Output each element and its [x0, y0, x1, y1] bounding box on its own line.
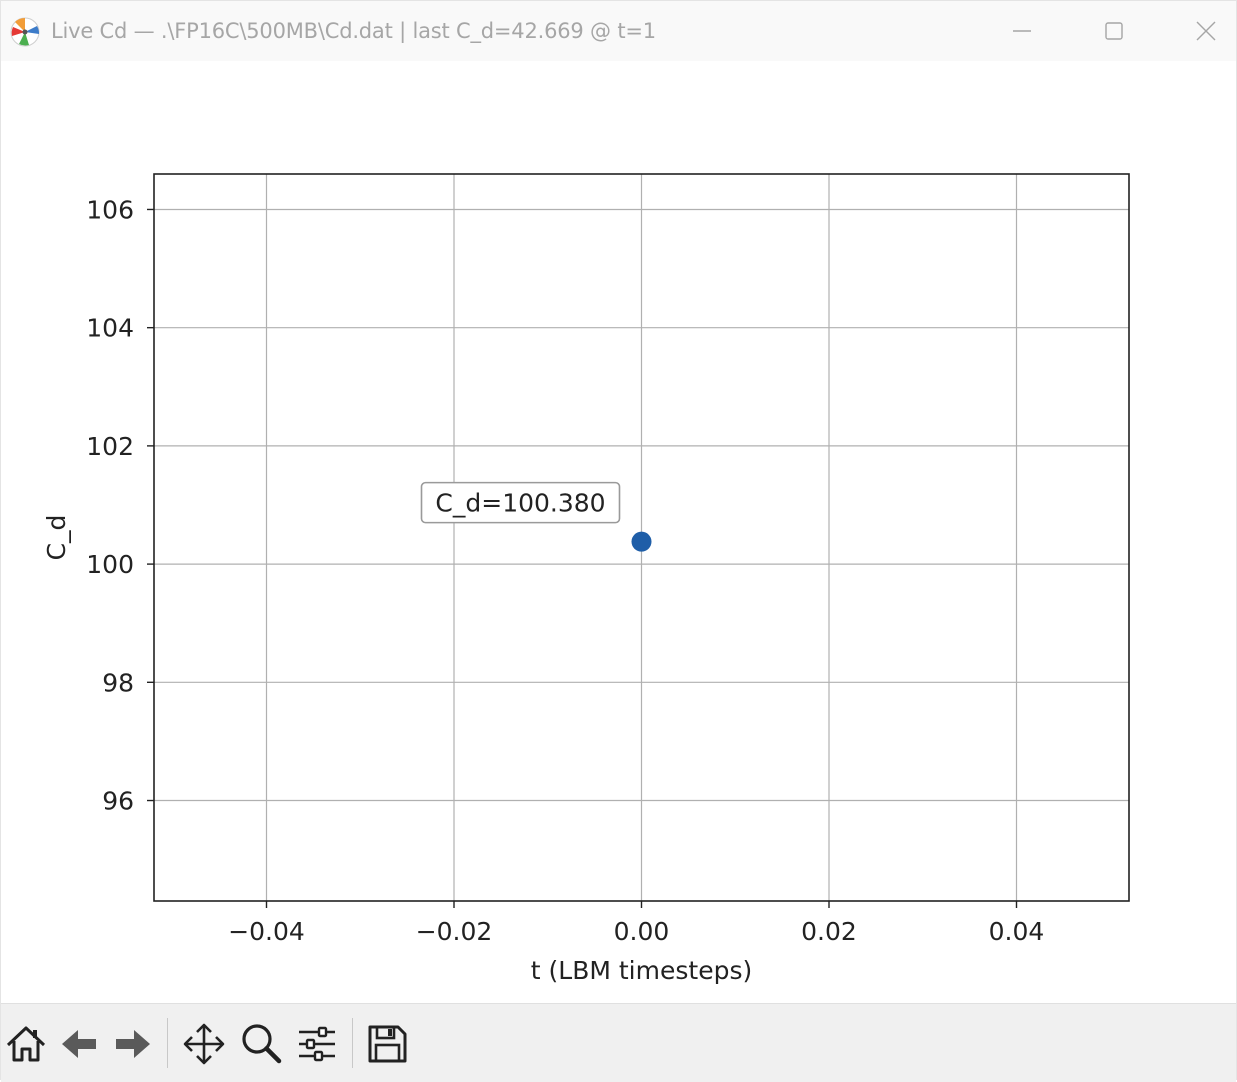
- x-tick-label: −0.04: [228, 917, 305, 946]
- data-point[interactable]: [631, 531, 652, 552]
- y-tick-label: 106: [86, 195, 134, 224]
- move-icon: [183, 1023, 225, 1065]
- close-button[interactable]: [1183, 9, 1229, 53]
- toolbar-separator: [167, 1018, 168, 1068]
- zoom-button[interactable]: [237, 1020, 285, 1068]
- y-tick-label: 102: [86, 432, 134, 461]
- arrow-right-icon: [116, 1030, 150, 1058]
- maximize-icon: [1105, 22, 1123, 40]
- configure-subplots-button[interactable]: [293, 1020, 341, 1068]
- magnifier-icon: [242, 1024, 282, 1064]
- close-icon: [1196, 21, 1216, 41]
- back-button[interactable]: [56, 1020, 104, 1068]
- save-button[interactable]: [363, 1020, 411, 1068]
- annotation-box: [420, 481, 621, 524]
- y-tick-label: 98: [102, 668, 134, 697]
- y-axis-label: C_d: [42, 515, 71, 561]
- home-icon: [6, 1026, 46, 1062]
- x-tick-label: 0.02: [801, 917, 857, 946]
- pan-button[interactable]: [180, 1020, 228, 1068]
- y-tick-label: 96: [102, 787, 134, 816]
- minimize-icon: [1013, 30, 1031, 32]
- forward-button[interactable]: [108, 1020, 156, 1068]
- sliders-icon: [299, 1026, 335, 1062]
- minimize-button[interactable]: [999, 9, 1045, 53]
- window-title: Live Cd — .\FP16C\500MB\Cd.dat | last C_…: [51, 19, 656, 43]
- y-tick-label: 100: [86, 550, 134, 579]
- arrow-left-icon: [62, 1030, 96, 1058]
- navigation-toolbar: [1, 1003, 1236, 1082]
- home-button[interactable]: [2, 1020, 50, 1068]
- annotation-label: C_d=100.380: [435, 489, 605, 518]
- x-tick-label: −0.02: [416, 917, 493, 946]
- figure-canvas[interactable]: −0.04 −0.02 0.00 0.02 0.04 96 98 100 102 104 106 t …: [1, 61, 1236, 1003]
- x-tick-label: 0.00: [614, 917, 670, 946]
- x-axis-label: t (LBM timesteps): [531, 956, 752, 985]
- title-bar[interactable]: Live Cd — .\FP16C\500MB\Cd.dat | last C_…: [1, 1, 1236, 61]
- x-tick-label: 0.04: [989, 917, 1045, 946]
- y-tick-label: 104: [86, 314, 134, 343]
- matplotlib-logo-icon: [10, 17, 40, 47]
- cd-scatter-chart[interactable]: −0.04 −0.02 0.00 0.02 0.04 96 98 100 102 104 106 t …: [1, 61, 1237, 1003]
- floppy-disk-icon: [368, 1025, 407, 1063]
- toolbar-separator: [352, 1018, 353, 1068]
- maximize-button[interactable]: [1091, 9, 1137, 53]
